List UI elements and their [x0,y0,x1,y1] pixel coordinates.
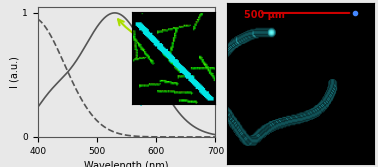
Text: 500 μm: 500 μm [245,10,285,20]
X-axis label: Wavelength (nm): Wavelength (nm) [84,161,169,167]
Y-axis label: I (a.u.): I (a.u.) [9,56,20,88]
